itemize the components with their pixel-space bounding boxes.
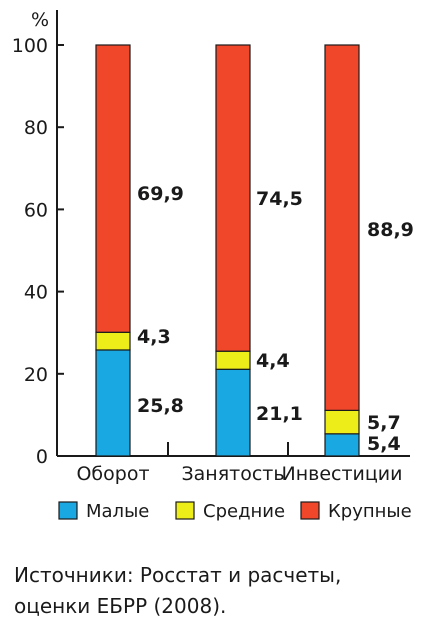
legend-swatch (300, 501, 320, 520)
legend: Малые Средние Крупные (58, 501, 412, 522)
bar-segment (324, 433, 360, 457)
y-tick-label: 60 (24, 199, 48, 221)
data-label: 4,4 (256, 350, 290, 372)
y-tick-label: 100 (12, 35, 48, 57)
y-tick-label: 80 (24, 117, 48, 139)
bar-segment (324, 409, 360, 435)
data-label: 25,8 (137, 395, 184, 417)
y-tick-label: 20 (24, 364, 48, 386)
bar-segment (215, 368, 251, 457)
bar-segment (215, 350, 251, 370)
data-label: 88,9 (367, 219, 414, 241)
y-unit-label: % (31, 9, 49, 31)
legend-swatch (58, 501, 78, 520)
legend-swatch (175, 501, 195, 520)
bar-segment (95, 44, 131, 333)
y-tick-label: 0 (36, 446, 48, 468)
data-labels: 25,8 21,1 5,4 4,3 4,4 5,7 69,9 74,5 88,9 (137, 183, 414, 455)
source-line-2: оценки ЕБРР (2008). (14, 594, 227, 618)
source-note: Источники: Росстат и расчеты, оценки ЕБР… (14, 560, 414, 622)
category-label: Занятость (181, 463, 284, 485)
data-label: 5,4 (367, 433, 401, 455)
legend-label: Крупные (328, 501, 412, 522)
y-tick-label: 40 (24, 282, 48, 304)
bar-segment (95, 331, 131, 351)
category-label: Инвестиции (281, 463, 402, 485)
data-label: 69,9 (137, 183, 184, 205)
legend-label: Средние (203, 501, 285, 522)
data-label: 21,1 (256, 403, 303, 425)
data-label: 74,5 (256, 188, 303, 210)
source-line-1: Источники: Росстат и расчеты, (14, 563, 342, 587)
bar-segment (95, 349, 131, 457)
category-label: Оборот (76, 463, 149, 485)
bars (95, 44, 360, 457)
data-label: 4,3 (137, 326, 171, 348)
bar-segment (215, 44, 251, 352)
bar-segment (324, 44, 360, 411)
data-label: 5,7 (367, 412, 401, 434)
legend-label: Малые (86, 501, 149, 522)
